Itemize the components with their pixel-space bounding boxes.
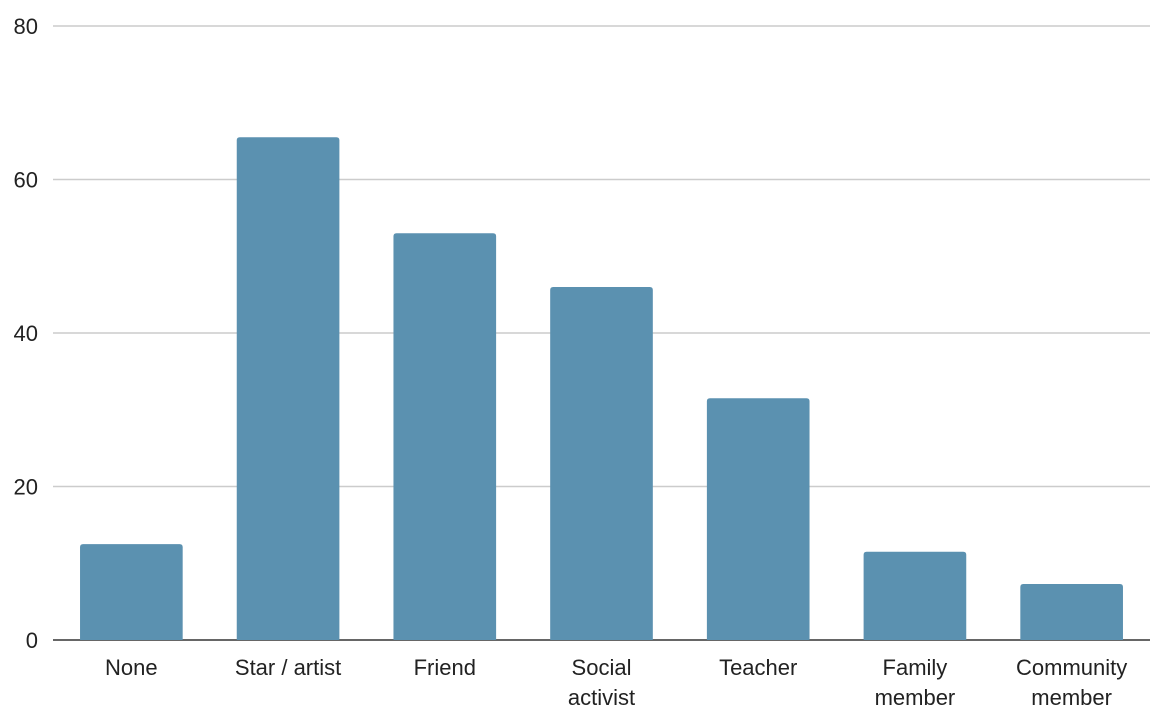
- y-tick-label: 60: [14, 168, 38, 193]
- x-category-label-line: Social: [572, 655, 632, 680]
- bar-community-member: [1020, 584, 1123, 640]
- y-axis-tick-labels: 0 20 40 60 80: [14, 14, 38, 653]
- x-category-label-line: Friend: [414, 655, 476, 680]
- x-category-label: Community member: [1016, 655, 1127, 706]
- x-category-label: Teacher: [719, 655, 797, 680]
- y-tick-label: 0: [26, 628, 38, 653]
- x-category-label-line: member: [1031, 685, 1112, 706]
- y-tick-label: 80: [14, 14, 38, 39]
- bar-star-artist: [237, 137, 340, 640]
- x-category-label: Friend: [414, 655, 476, 680]
- x-category-label-line: Star / artist: [235, 655, 341, 680]
- x-category-label: Family member: [875, 655, 956, 706]
- bar-friend: [393, 233, 496, 640]
- x-category-label-line: Community: [1016, 655, 1127, 680]
- x-category-label-line: None: [105, 655, 158, 680]
- x-axis-category-labels: None Star / artist Friend Social activist Tea…: [105, 655, 1127, 706]
- x-category-label: Social activist: [568, 655, 635, 706]
- y-tick-label: 40: [14, 321, 38, 346]
- bar-social-activist: [550, 287, 653, 640]
- bar-teacher: [707, 398, 810, 640]
- x-category-label-line: Teacher: [719, 655, 797, 680]
- x-category-label-line: member: [875, 685, 956, 706]
- bar-family-member: [864, 552, 967, 640]
- bars: [80, 137, 1123, 640]
- y-tick-label: 20: [14, 475, 38, 500]
- x-category-label-line: Family: [883, 655, 948, 680]
- x-category-label: Star / artist: [235, 655, 341, 680]
- x-category-label-line: activist: [568, 685, 635, 706]
- bar-none: [80, 544, 183, 640]
- x-category-label: None: [105, 655, 158, 680]
